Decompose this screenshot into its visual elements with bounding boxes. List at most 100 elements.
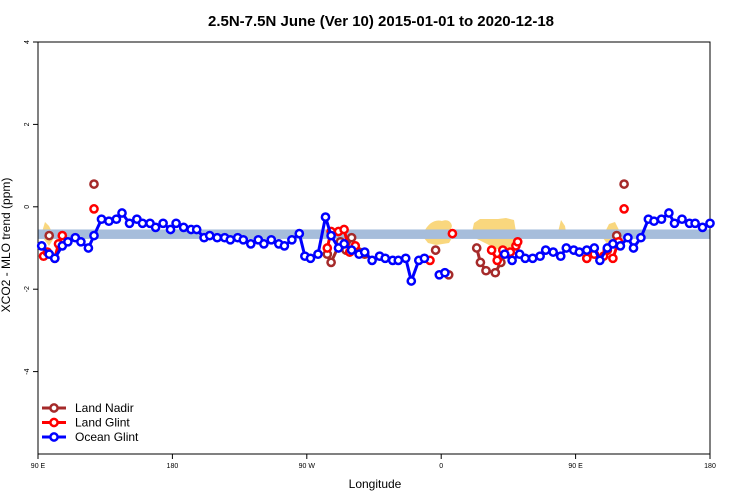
y-tick-label: -2	[24, 286, 31, 292]
data-point	[124, 218, 135, 229]
data-point	[512, 236, 523, 247]
data-point	[486, 245, 497, 255]
legend-marker	[49, 403, 59, 413]
data-point	[664, 208, 674, 218]
data-point	[380, 253, 391, 264]
data-point	[535, 251, 545, 262]
data-point	[191, 224, 202, 235]
data-point	[104, 216, 114, 227]
data-point	[619, 179, 629, 189]
data-point	[287, 234, 297, 245]
legend-marker	[49, 417, 59, 428]
data-point	[507, 255, 517, 266]
data-point	[393, 255, 404, 266]
data-point	[540, 245, 551, 255]
data-point	[581, 253, 592, 264]
y-tick-label: 4	[24, 40, 31, 44]
legend-label: Land Nadir	[75, 401, 134, 415]
data-point	[44, 230, 55, 241]
data-point	[636, 232, 646, 243]
x-tick-label: 90 W	[299, 463, 316, 470]
data-point	[677, 214, 687, 225]
reference-band	[38, 229, 710, 239]
data-point	[561, 243, 572, 253]
data-point	[305, 253, 316, 264]
data-point	[492, 255, 503, 266]
data-point	[481, 265, 491, 276]
land-shape	[43, 238, 54, 246]
data-point	[555, 251, 566, 262]
legend-label: Ocean Glint	[75, 430, 139, 444]
data-point	[83, 243, 94, 253]
data-point	[574, 247, 585, 257]
data-point	[339, 239, 349, 249]
data-point	[36, 241, 47, 251]
data-point	[171, 218, 181, 229]
data-point	[649, 216, 659, 227]
land-shape	[424, 220, 452, 232]
land-shape	[558, 220, 566, 232]
y-tick-label: 0	[24, 205, 31, 209]
x-tick-label: 180	[704, 463, 716, 470]
data-point	[615, 241, 626, 251]
data-point	[96, 214, 107, 225]
x-tick-label: 90 E	[568, 463, 583, 470]
data-point	[367, 255, 377, 266]
data-point	[346, 232, 357, 243]
legend-item: Land Glint	[42, 416, 130, 430]
data-point	[619, 204, 629, 214]
data-point	[178, 222, 189, 233]
legend-item: Land Nadir	[42, 401, 134, 415]
data-point	[266, 234, 277, 245]
data-point	[238, 234, 249, 245]
data-point	[259, 239, 269, 249]
y-axis-label: XCO2 - MLO trend (ppm)	[0, 178, 13, 313]
data-point	[158, 218, 168, 229]
data-point	[447, 228, 458, 239]
data-point	[245, 239, 256, 249]
data-point	[89, 179, 99, 189]
series-ocean-glint	[36, 208, 715, 286]
data-point	[548, 247, 559, 257]
data-point	[608, 253, 618, 264]
data-point	[589, 243, 600, 253]
data-point	[475, 257, 486, 268]
data-point	[520, 253, 531, 264]
land-shape	[472, 218, 516, 232]
x-axis-label: Longitude	[349, 477, 402, 491]
data-point	[490, 267, 501, 278]
data-point	[346, 245, 357, 255]
data-point	[313, 249, 323, 260]
y-tick-label: -4	[24, 368, 31, 374]
data-point	[150, 222, 161, 233]
data-point	[57, 230, 68, 241]
data-point	[471, 243, 482, 253]
data-point	[339, 224, 349, 235]
data-point	[419, 253, 430, 264]
data-point	[326, 257, 336, 268]
data-point	[623, 232, 633, 243]
data-point	[326, 230, 336, 241]
x-tick-label: 0	[439, 463, 443, 470]
x-tick-label: 180	[167, 463, 179, 470]
data-point	[212, 232, 223, 243]
data-point	[89, 204, 99, 214]
data-point	[294, 228, 305, 239]
chart-title: 2.5N-7.5N June (Ver 10) 2015-01-01 to 20…	[208, 13, 554, 30]
data-point	[690, 218, 700, 229]
data-point	[400, 253, 411, 264]
y-tick-label: 2	[24, 122, 31, 126]
data-point	[225, 234, 236, 245]
data-point	[406, 276, 417, 286]
data-point	[359, 247, 370, 257]
data-point	[595, 255, 605, 266]
data-point	[705, 218, 715, 229]
data-point	[322, 243, 333, 253]
data-point	[320, 212, 331, 222]
data-point	[117, 208, 127, 218]
data-point	[499, 249, 510, 260]
data-point	[63, 236, 73, 247]
data-point	[165, 224, 176, 235]
data-point	[628, 243, 639, 253]
